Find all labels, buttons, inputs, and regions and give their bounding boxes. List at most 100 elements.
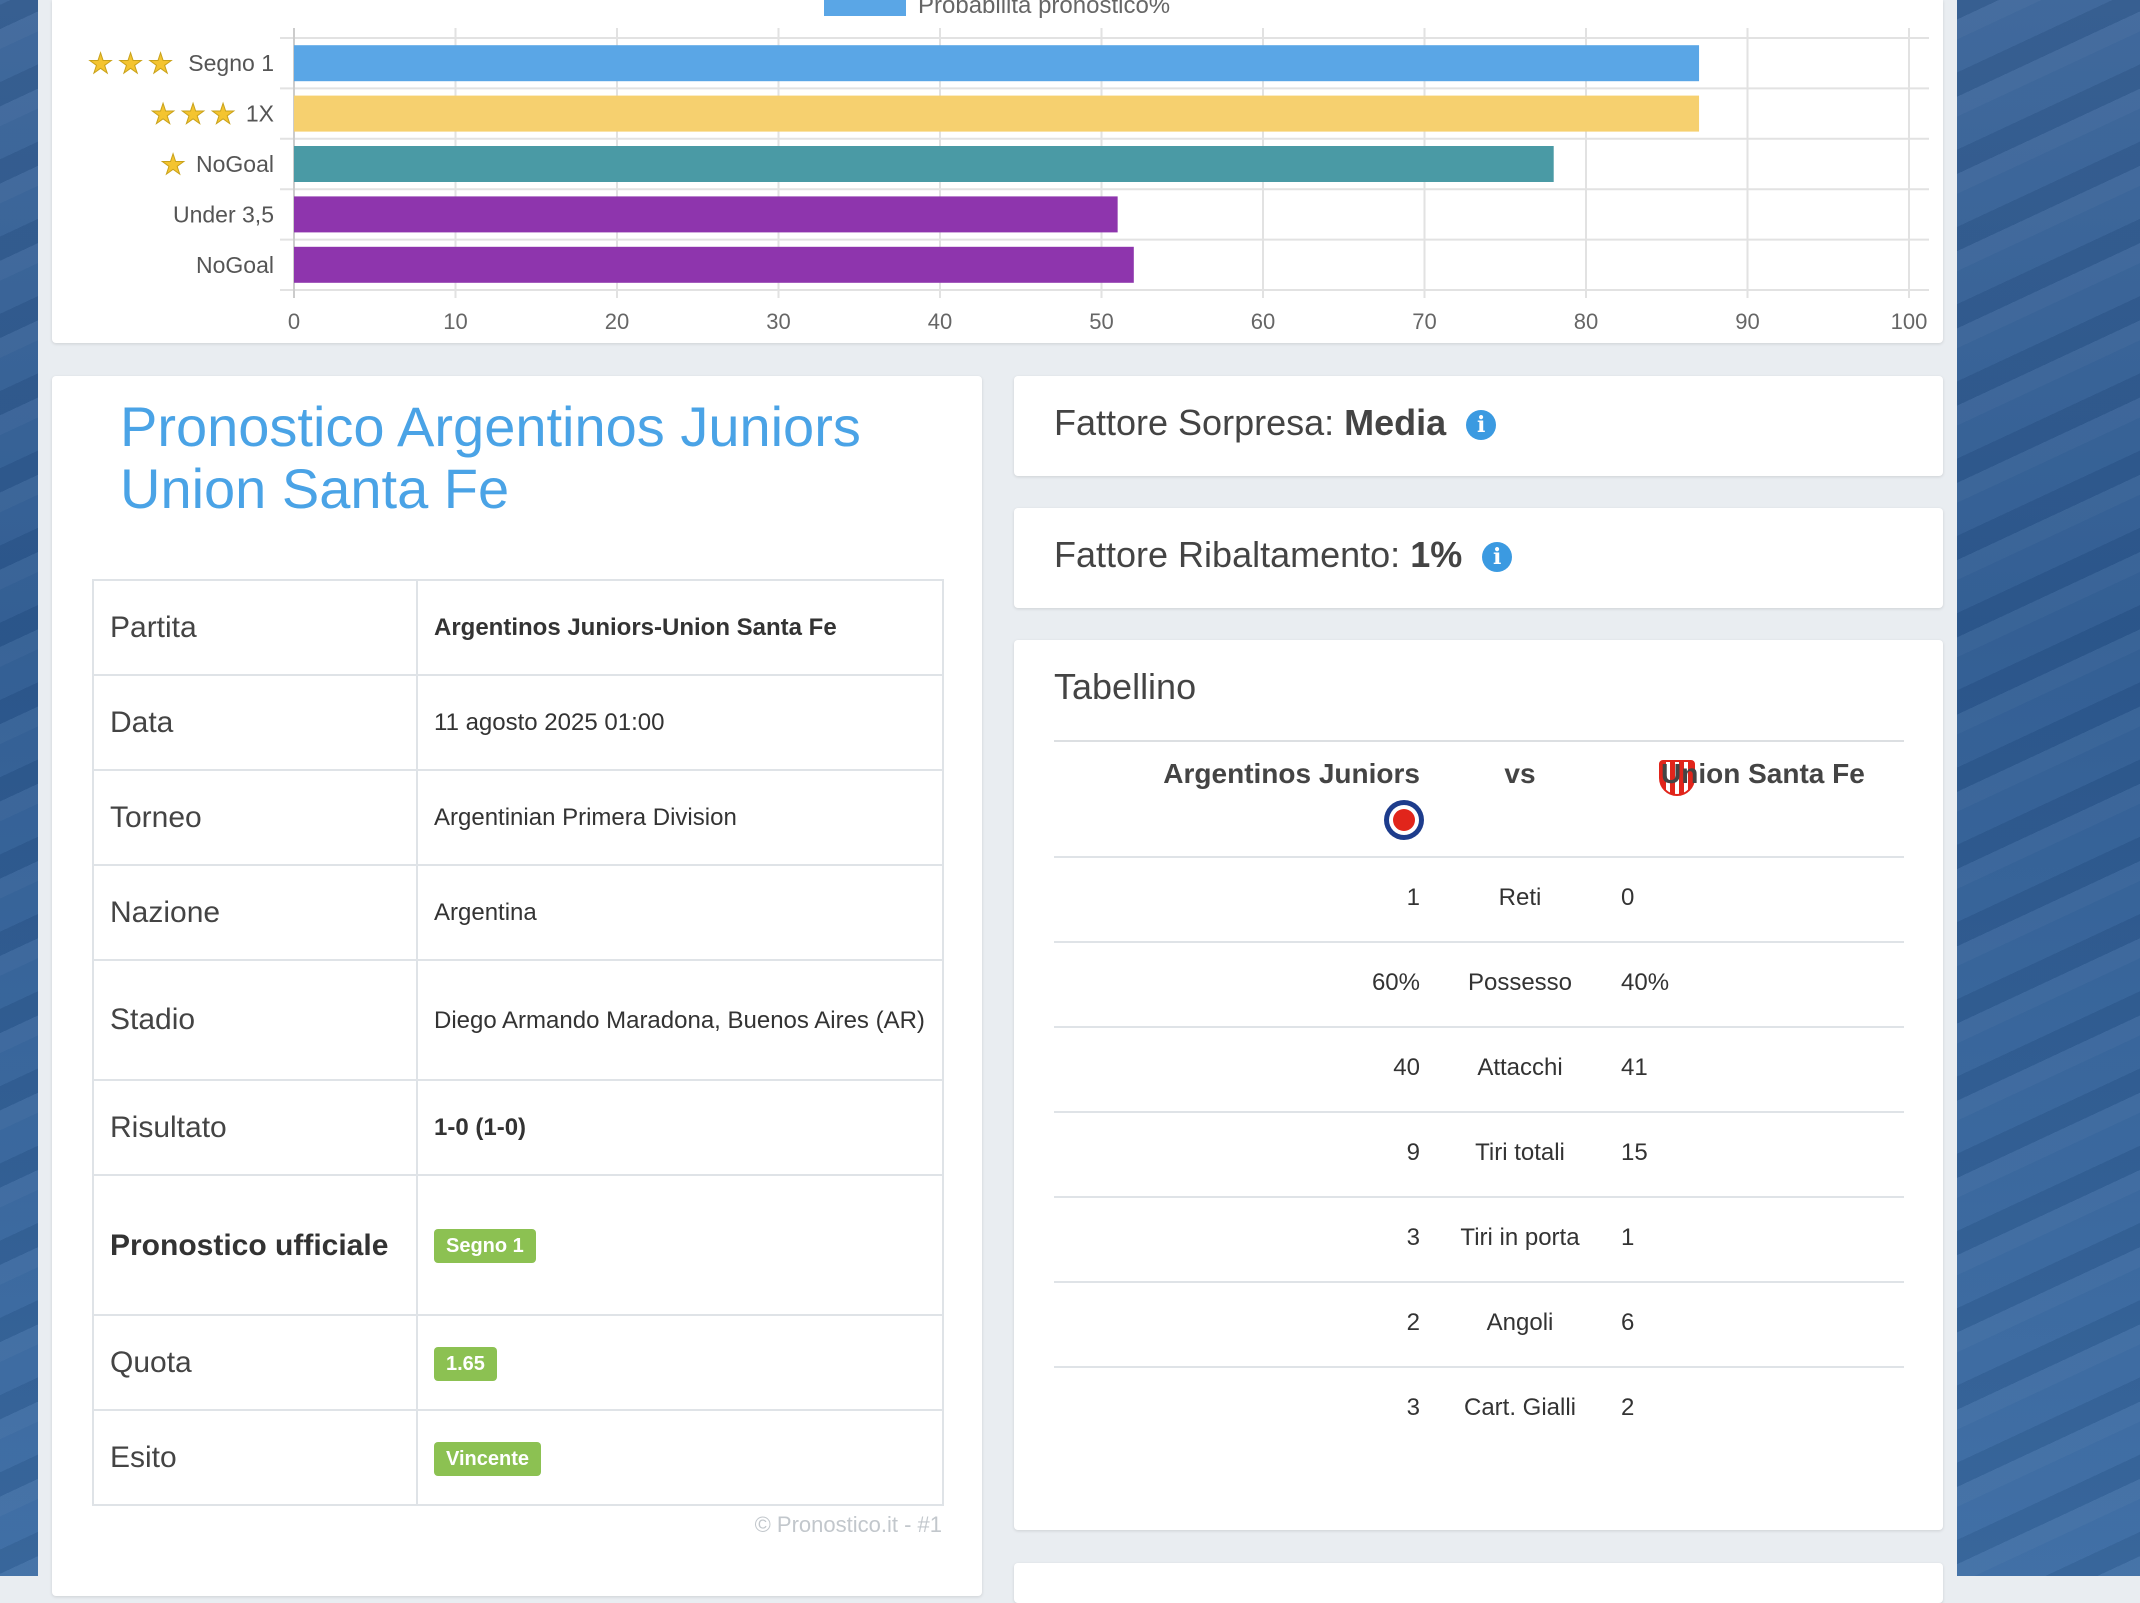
chart-bar[interactable] [294, 196, 1118, 233]
y-tick-label: Under 3,5 [173, 201, 274, 227]
x-tick-label: 30 [766, 309, 790, 334]
row-label: Esito [92, 1409, 418, 1506]
row-label: Torneo [92, 769, 418, 866]
probability-chart-card: Probabilità pronostico% 0 10 20 30 40 50 60 70 8… [52, 0, 1943, 343]
next-card [1014, 1563, 1943, 1603]
away-value: 6 [1621, 1309, 1635, 1336]
match-info-card: Pronostico Argentinos Juniors Union Sant… [52, 376, 982, 1596]
home-value: 3 [1406, 1224, 1420, 1251]
table-row-partita: Partita Argentinos Juniors-Union Santa F… [92, 579, 944, 676]
reversal-factor-card: Fattore Ribaltamento: 1% i [1014, 508, 1943, 608]
x-tick-label: 70 [1412, 309, 1436, 334]
home-team-logo-icon [1384, 800, 1424, 840]
x-tick-label: 10 [443, 309, 467, 334]
chart-bar[interactable] [294, 45, 1700, 82]
away-value: 15 [1621, 1139, 1648, 1166]
row-value: Argentinos Juniors-Union Santa Fe [416, 579, 944, 676]
away-value: 2 [1621, 1394, 1635, 1421]
legend-swatch[interactable] [824, 0, 906, 16]
surprise-factor-card: Fattore Sorpresa: Media i [1014, 376, 1943, 476]
row-value: Vincente [416, 1409, 944, 1506]
stat-row-cart-gialli: 3 Cart. Gialli 2 [1054, 1366, 1904, 1451]
row-label: Quota [92, 1314, 418, 1411]
table-row-risultato: Risultato 1-0 (1-0) [92, 1079, 944, 1176]
table-row-pronostico: Pronostico ufficiale Segno 1 [92, 1174, 944, 1316]
star-icon: ★ [150, 98, 175, 131]
row-value: 11 agosto 2025 01:00 [416, 674, 944, 771]
star-icon: ★ [210, 98, 235, 131]
table-row-data: Data 11 agosto 2025 01:00 [92, 674, 944, 771]
away-team[interactable]: Union Santa Fe [1613, 758, 1865, 790]
info-icon[interactable]: i [1482, 542, 1513, 572]
stat-row-reti: 1 Reti 0 [1054, 856, 1904, 941]
stat-row-angoli: 2 Angoli 6 [1054, 1281, 1904, 1366]
page-title-line1: Pronostico Argentinos Juniors [120, 395, 861, 458]
away-value: 1 [1621, 1224, 1635, 1251]
page-background-right [1957, 0, 2140, 1576]
away-value: 40% [1621, 969, 1670, 996]
stat-label: Reti [1498, 884, 1542, 911]
stat-label: Tiri totali [1475, 1139, 1565, 1166]
away-team-name[interactable]: Union Santa Fe [1661, 758, 1865, 789]
row-label: Stadio [92, 959, 418, 1081]
tabellino-title: Tabellino [1054, 666, 1197, 707]
page-title: Pronostico Argentinos Juniors Union Sant… [120, 396, 940, 520]
stat-row-tiri-totali: 9 Tiri totali 15 [1054, 1111, 1904, 1196]
table-row-esito: Esito Vincente [92, 1409, 944, 1506]
row-value: Argentinian Primera Division [416, 769, 944, 866]
reversal-factor-label: Fattore Ribaltamento: [1054, 534, 1401, 575]
y-tick-label: NoGoal [196, 252, 274, 278]
stat-row-attacchi: 40 Attacchi 41 [1054, 1026, 1904, 1111]
reversal-factor-value: 1% [1410, 534, 1463, 575]
reversal-factor: Fattore Ribaltamento: 1% i [1054, 534, 1513, 576]
page-title-line2: Union Santa Fe [120, 457, 510, 520]
surprise-factor-label: Fattore Sorpresa: [1054, 402, 1335, 443]
y-tick-label: NoGoal [196, 151, 274, 177]
x-tick-label: 20 [605, 309, 629, 334]
stat-label: Possesso [1467, 969, 1573, 996]
row-value: Segno 1 [416, 1174, 944, 1316]
row-label: Nazione [92, 864, 418, 961]
home-value: 2 [1406, 1309, 1420, 1336]
x-tick-label: 100 [1891, 309, 1928, 334]
match-info-table: Partita Argentinos Juniors-Union Santa F… [92, 579, 944, 1506]
star-icon: ★ [88, 47, 113, 80]
table-row-torneo: Torneo Argentinian Primera Division [92, 769, 944, 866]
row-value: Argentina [416, 864, 944, 961]
divider [1054, 740, 1904, 742]
main-content: Probabilità pronostico% 0 10 20 30 40 50 60 70 8… [38, 0, 1957, 1603]
x-tick-label: 90 [1735, 309, 1759, 334]
table-row-quota: Quota 1.65 [92, 1314, 944, 1411]
home-value: 1 [1406, 884, 1420, 911]
home-value: 60% [1371, 969, 1420, 996]
away-value: 41 [1621, 1054, 1648, 1081]
odds-badge: 1.65 [434, 1346, 497, 1381]
chart-bar[interactable] [294, 146, 1554, 182]
surprise-factor: Fattore Sorpresa: Media i [1054, 402, 1497, 444]
home-value: 3 [1406, 1394, 1420, 1421]
chart-bar[interactable] [294, 95, 1700, 132]
row-label: Pronostico ufficiale [92, 1174, 418, 1316]
chart-bar[interactable] [294, 246, 1134, 283]
row-value: 1.65 [416, 1314, 944, 1411]
outcome-badge: Vincente [434, 1441, 541, 1476]
page-background-left [0, 0, 38, 1576]
row-label: Partita [92, 579, 418, 676]
away-value: 0 [1621, 884, 1635, 911]
stat-label: Angoli [1486, 1309, 1554, 1336]
copyright-text: © Pronostico.it - #1 [754, 1512, 942, 1537]
x-tick-label: 40 [928, 309, 952, 334]
info-icon[interactable]: i [1466, 410, 1497, 440]
home-team-name[interactable]: Argentinos Juniors [1163, 758, 1420, 789]
stat-row-tiri-in-porta: 3 Tiri in porta 1 [1054, 1196, 1904, 1281]
y-tick-label: 1X [246, 101, 274, 127]
legend-label[interactable]: Probabilità pronostico% [918, 0, 1171, 19]
stats-table: 1 Reti 0 60% Possesso 40% 40 Attacchi 41… [1054, 856, 1904, 1451]
surprise-factor-value: Media [1344, 402, 1447, 443]
stat-label: Cart. Gialli [1463, 1394, 1577, 1421]
prediction-badge: Segno 1 [434, 1229, 536, 1263]
x-tick-label: 80 [1574, 309, 1598, 334]
x-tick-label: 50 [1089, 309, 1113, 334]
away-team-logo-icon [1659, 760, 1695, 796]
